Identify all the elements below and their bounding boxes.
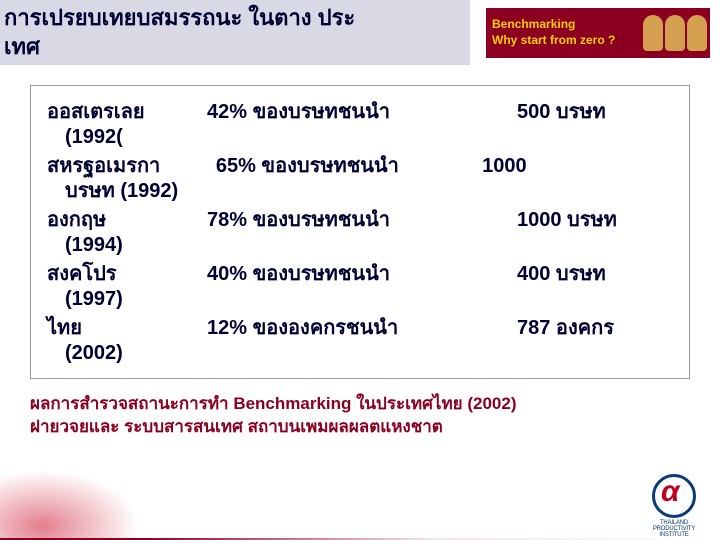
table-row: ออสเตรเลย 42% ของบรษทชนนำ 500 บรษท	[47, 96, 673, 128]
badge-line2: Why start from zero ?	[492, 33, 615, 47]
footer-line1: ผลการสำรวจสถานะการทำ Benchmarking ในประเ…	[30, 394, 517, 413]
footer-text: ผลการสำรวจสถานะการทำ Benchmarking ในประเ…	[30, 393, 690, 439]
decorative-gradient	[0, 470, 140, 540]
qty-cell: 1000 บรษท	[497, 204, 673, 236]
pct-cell: 42% ของบรษทชนนำ	[207, 96, 497, 128]
data-table: ออสเตรเลย 42% ของบรษทชนนำ 500 บรษท (1992…	[30, 85, 690, 379]
page-title: การเปรยบเทยบสมรรถนะ ในตาง ประ เทศ	[0, 0, 470, 65]
institute-logo: α THAILAND PRODUCTIVITY INSTITUTE	[644, 474, 704, 530]
pct-cell: 12% ขององคกรชนนำ	[207, 312, 497, 344]
usa-line2: บรษท (1992)	[47, 178, 673, 204]
badge-line1: Benchmarking	[492, 17, 575, 31]
faces-icon	[640, 8, 710, 58]
logo-caption: THAILAND PRODUCTIVITY INSTITUTE	[644, 520, 704, 538]
benchmarking-badge: Benchmarking Why start from zero ?	[486, 8, 710, 58]
title-line2: เทศ	[4, 34, 40, 59]
table-row: องกฤษ 78% ของบรษทชนนำ 1000 บรษท	[47, 204, 673, 236]
qty-cell: 787 องคกร	[497, 312, 673, 344]
table-row: ไทย 12% ขององคกรชนนำ 787 องคกร	[47, 312, 673, 344]
qty-cell: 500 บรษท	[497, 96, 673, 128]
qty-cell: 400 บรษท	[497, 258, 673, 290]
pct-cell: 78% ของบรษทชนนำ	[207, 204, 497, 236]
table-row: สงคโปร 40% ของบรษทชนนำ 400 บรษท	[47, 258, 673, 290]
title-line1: การเปรยบเทยบสมรรถนะ ในตาง ประ	[4, 5, 355, 30]
footer-line2: ฝายวจยและ ระบบสารสนเทศ สถาบนเพมผลผลตแหงช…	[30, 417, 443, 436]
usa-line1: สหรฐอเมรกา 65% ของบรษทชนนำ 1000	[47, 155, 527, 177]
logo-alpha: α	[661, 475, 680, 509]
pct-cell: 40% ของบรษทชนนำ	[207, 258, 497, 290]
